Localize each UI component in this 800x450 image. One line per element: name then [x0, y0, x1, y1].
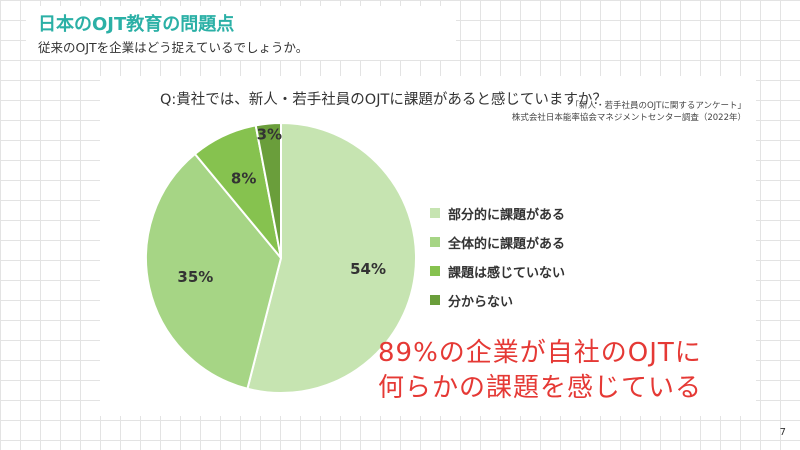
legend-label: 全体的に課題がある — [448, 236, 566, 252]
page-number: 7 — [779, 427, 786, 438]
pie-data-label: 54% — [350, 260, 386, 278]
page-subtitle: 従来のOJTを企業はどう捉えているでしょうか。 — [38, 40, 309, 55]
source-citation: 「新人・若手社員のOJTに関するアンケート」 株式会社日本能率協会マネジメントセ… — [512, 100, 746, 124]
legend-label: 課題は感じていない — [448, 265, 566, 281]
pie-data-label: 3% — [257, 125, 282, 143]
legend-swatch — [430, 266, 440, 276]
legend-swatch — [430, 295, 440, 305]
survey-question: Q:貴社では、新人・若手社員のOJTに課題があると感じていますか？ — [160, 92, 607, 108]
legend-item: 全体的に課題がある — [430, 232, 565, 252]
legend-item: 部分的に課題がある — [430, 203, 565, 223]
pie-slice — [254, 121, 282, 259]
chart-legend: 部分的に課題がある 全体的に課題がある 課題は感じていない 分からない — [430, 203, 565, 319]
legend-label: 部分的に課題がある — [448, 207, 566, 223]
headline-line-1: 89%の企業が自社のOJTに — [378, 338, 702, 368]
legend-swatch — [430, 237, 440, 247]
page-title: 日本のOJT教育の問題点 — [38, 14, 235, 35]
source-line-1: 「新人・若手社員のOJTに関するアンケート」 — [570, 101, 746, 111]
pie-data-label: 8% — [231, 170, 256, 188]
legend-item: 課題は感じていない — [430, 261, 565, 281]
pie-slice — [145, 152, 283, 390]
headline-callout: 89%の企業が自社のOJTに 何らかの課題を感じている — [378, 336, 778, 406]
legend-label: 分からない — [448, 294, 514, 310]
pie-data-label: 35% — [177, 268, 213, 286]
headline-line-2: 何らかの課題を感じている — [378, 373, 703, 403]
source-line-2: 株式会社日本能率協会マネジメントセンター調査（2022年） — [511, 113, 746, 123]
legend-swatch — [430, 208, 440, 218]
header-background — [26, 6, 456, 60]
legend-item: 分からない — [430, 290, 565, 310]
pie-slice — [246, 121, 417, 394]
